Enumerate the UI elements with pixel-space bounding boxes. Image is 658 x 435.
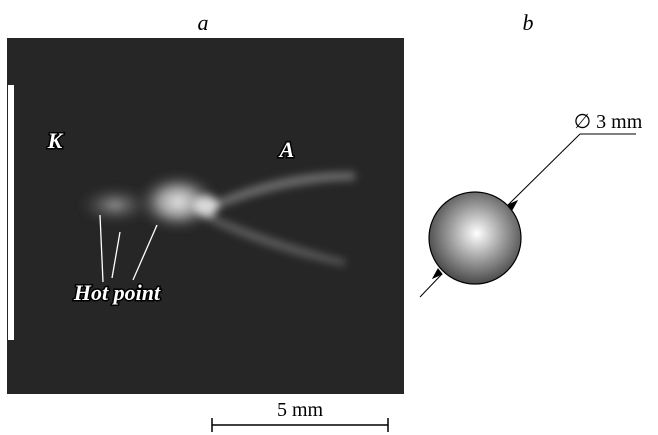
scale-label: 5 mm [277, 399, 324, 421]
figure: a b K A Hot point 5 mm ∅ 3 mm [0, 0, 658, 435]
photo: K A Hot point [7, 38, 404, 394]
annotation: K [47, 128, 64, 153]
panel-label: b [523, 10, 534, 35]
panel-label: a [198, 10, 209, 35]
dimension-label: ∅ 3 mm [574, 111, 643, 133]
annotation: Hot point [73, 280, 161, 305]
sphere [429, 192, 521, 284]
annotation: A [278, 137, 295, 162]
